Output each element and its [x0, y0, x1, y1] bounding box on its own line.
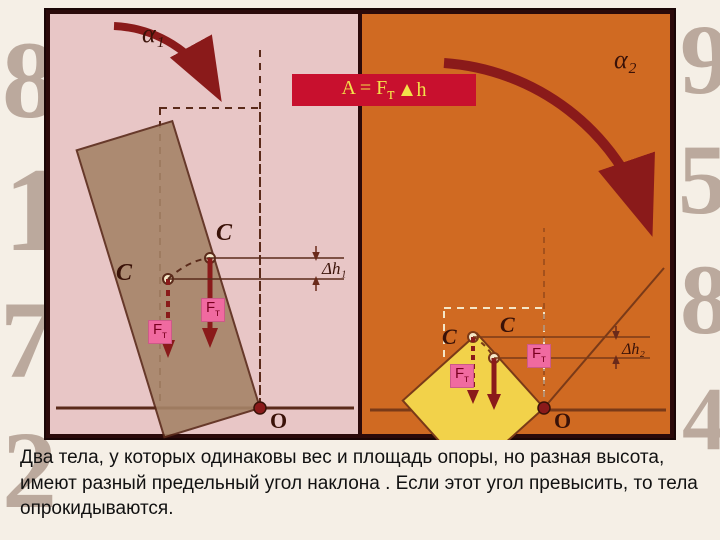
- o-label-right: O: [554, 408, 571, 433]
- dh1-label: Δh₁: [321, 259, 346, 278]
- slide: 81729584: [0, 0, 720, 540]
- left-diagram: α₁ C C: [56, 8, 354, 437]
- force-label: Fт: [201, 298, 225, 322]
- diagram-svg: α₁ C C: [44, 8, 676, 440]
- c-label-right-upright: C: [500, 312, 515, 337]
- alpha2-label: α₂: [614, 45, 637, 74]
- o-label-left: O: [270, 408, 287, 433]
- alpha1-label: α₁: [142, 19, 165, 48]
- c-label-left-tilted: C: [116, 260, 133, 286]
- formula-h: h: [417, 79, 427, 102]
- force-label: Fт: [450, 364, 474, 388]
- force-label: Fт: [527, 344, 551, 368]
- formula-A: A = Fт: [341, 77, 394, 104]
- c-label-right-tilted: C: [442, 324, 457, 349]
- c-label-left-upright: C: [216, 220, 233, 246]
- formula-box: A = Fт h: [292, 74, 476, 106]
- force-label: Fт: [148, 320, 172, 344]
- diagram: α₁ C C: [44, 8, 676, 440]
- delta-icon: [401, 84, 413, 96]
- caption-text: Два тела, у которых одинаковы вес и площ…: [20, 445, 700, 522]
- dh2-label: Δh₂: [621, 341, 645, 358]
